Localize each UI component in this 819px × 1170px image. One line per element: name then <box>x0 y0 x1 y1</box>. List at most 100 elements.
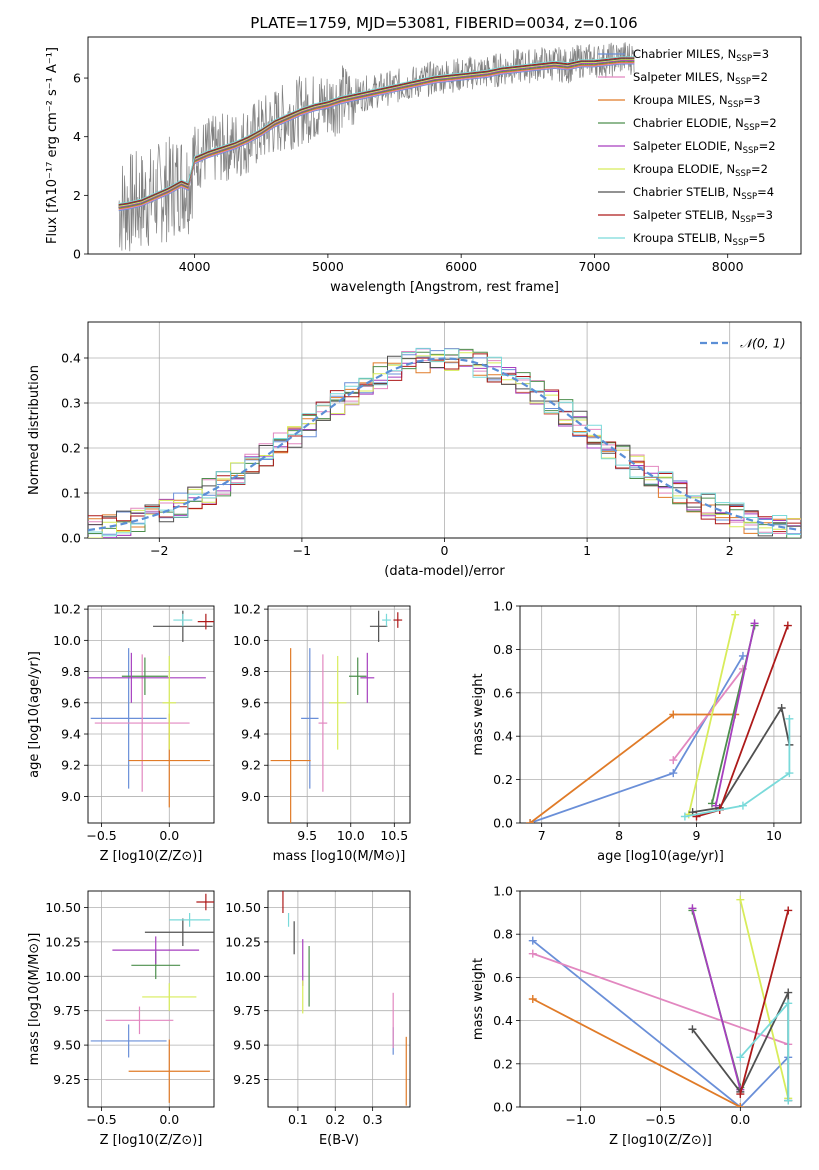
x-tick-label: 8000 <box>712 259 744 274</box>
y-tick-label: 1.0 <box>493 884 513 899</box>
x-tick-label: 1 <box>583 543 591 558</box>
y-tick-label: 9.75 <box>233 1003 261 1018</box>
weight-series-line <box>692 705 791 813</box>
y-tick-label: 9.8 <box>61 664 81 679</box>
model-spectrum-line <box>118 58 635 206</box>
y-tick-label: 9.4 <box>61 727 81 742</box>
legend-subscript: SSP <box>735 77 751 87</box>
y-tick-label: 10.00 <box>225 969 261 984</box>
y-tick-label: 1.0 <box>493 599 513 614</box>
y-tick-label: 9.25 <box>233 1072 261 1087</box>
y-tick-label: 0.2 <box>493 772 513 787</box>
weight-point-marker <box>688 904 697 913</box>
y-tick-label: 4 <box>73 129 81 144</box>
weight-point-marker <box>785 769 794 778</box>
panel-mass_vs_Z: −0.5 0.0 9.25 9.50 9.75 10.00 10.25 10.50 Z [log… <box>27 890 215 1148</box>
y-tick-label: 10.2 <box>53 602 81 617</box>
x-tick-label: −0.5 <box>86 1112 116 1127</box>
x-tick-label: 4000 <box>179 259 211 274</box>
x-tick-label: 0.2 <box>325 1112 345 1127</box>
axes-frame <box>87 36 802 255</box>
legend-entry: Chabrier ELODIE, NSSP=2 <box>633 116 777 133</box>
legend-entry: Kroupa MILES, NSSP=3 <box>633 93 760 110</box>
axes-frame <box>267 890 411 1108</box>
weight-point-marker <box>731 610 740 619</box>
legend-entry: Salpeter MILES, NSSP=2 <box>633 70 768 87</box>
panel-residuals: −2 −1 0 1 2 0.0 0.1 0.2 0.3 0.4 (data-model)/error… <box>27 321 802 579</box>
weight-series-line <box>714 623 756 806</box>
weight-point-marker <box>784 988 793 997</box>
weight-point-marker <box>688 1025 697 1034</box>
legend-subscript: SSP <box>741 192 757 202</box>
plot-area <box>526 610 794 823</box>
legend-series-name: Kroupa ELODIE, N <box>633 162 735 176</box>
weight-point-marker <box>680 812 689 821</box>
y-tick-label: 9.0 <box>241 789 261 804</box>
x-axis-label: (data-model)/error <box>384 564 505 579</box>
weight-point-marker <box>526 819 535 823</box>
axes-frame <box>87 321 802 539</box>
y-tick-label: 10.0 <box>233 633 261 648</box>
x-tick-label: 8 <box>615 828 623 843</box>
y-axis-label: mass [log10(M/M⊙)] <box>27 933 42 1066</box>
y-tick-label: 0.3 <box>61 396 81 411</box>
x-tick-label: 0.0 <box>159 1112 179 1127</box>
axes-frame <box>87 890 215 1108</box>
weight-point-marker <box>784 906 793 915</box>
x-tick-label: 5000 <box>312 259 344 274</box>
legend-nssp: =3 <box>756 208 773 222</box>
y-tick-label: 0.2 <box>493 1056 513 1071</box>
y-tick-label: 2 <box>73 188 81 203</box>
y-tick-label: 0.0 <box>61 531 81 546</box>
legend-series-name: Chabrier MILES, N <box>633 47 736 61</box>
x-tick-label: 0.3 <box>363 1112 383 1127</box>
axes-frame <box>267 605 411 824</box>
weight-point-marker <box>736 895 745 904</box>
weight-point-marker <box>528 995 537 1003</box>
legend-subscript: SSP <box>728 100 744 110</box>
y-tick-label: 10.0 <box>53 633 81 648</box>
panel-age_vs_Z: −0.5 0.0 9.0 9.2 9.4 9.6 9.8 10.0 10.2 Z [log10(Z… <box>27 602 215 864</box>
weight-point-marker <box>669 710 678 719</box>
x-tick-label: 0.1 <box>288 1112 308 1127</box>
weight-point-marker <box>777 703 786 712</box>
y-tick-label: 0.8 <box>493 927 513 942</box>
panel-age_vs_mass: 9.5 10.0 10.5 9.0 9.2 9.4 9.6 9.8 10.0 10.2 mass [… <box>233 602 411 864</box>
x-axis-label: mass [log10(M/M⊙)] <box>273 849 406 864</box>
y-tick-label: 9.0 <box>61 789 81 804</box>
weight-series-line <box>532 998 741 1107</box>
legend-series-name: Kroupa MILES, N <box>633 93 728 107</box>
x-tick-label: 2 <box>726 543 734 558</box>
y-tick-label: 10.2 <box>233 602 261 617</box>
figure-title: PLATE=1759, MJD=53081, FIBERID=0034, z=0… <box>250 14 637 32</box>
y-tick-label: 9.6 <box>241 695 261 710</box>
legend-series-name: Chabrier ELODIE, N <box>633 116 744 130</box>
x-axis-label: wavelength [Angstrom, rest frame] <box>330 280 559 295</box>
x-tick-label: −1.0 <box>565 1112 595 1127</box>
x-axis-label: age [log10(age/yr)] <box>597 849 724 864</box>
panel-weight_vs_age: 7 8 9 10 0.0 0.2 0.4 0.6 0.8 1.0 age [log10(age/yr… <box>471 599 802 864</box>
y-tick-label: 0.4 <box>493 729 513 744</box>
y-tick-label: 9.50 <box>53 1038 81 1053</box>
weight-series-line <box>684 718 791 818</box>
legend-entry: Kroupa ELODIE, NSSP=2 <box>633 162 768 179</box>
y-axis-label: Flux [fλ10⁻¹⁷ erg cm⁻² s⁻¹ A⁻¹] <box>45 47 60 244</box>
y-tick-label: 0.4 <box>493 1013 513 1028</box>
y-tick-label: 0.6 <box>493 685 513 700</box>
x-axis-label: E(B-V) <box>319 1133 359 1148</box>
weight-series-line <box>739 910 790 1095</box>
x-tick-label: −1 <box>293 543 311 558</box>
legend-series-name: Salpeter ELODIE, N <box>633 139 743 153</box>
weight-point-marker <box>669 769 678 778</box>
y-axis-label: Normed distribution <box>27 365 42 495</box>
model-spectrum-line <box>118 60 635 209</box>
y-tick-label: 0.0 <box>493 1100 513 1115</box>
panel-weight_vs_Z: −1.0 −0.5 0.0 0.0 0.2 0.4 0.6 0.8 1.0 Z [log10(Z/… <box>471 884 802 1148</box>
legend-nssp: =2 <box>759 139 776 153</box>
weight-point-marker <box>750 619 759 628</box>
x-tick-label: 10.0 <box>337 828 365 843</box>
legend-subscript: SSP <box>743 146 759 156</box>
legend-nssp: =2 <box>760 116 777 130</box>
y-tick-label: 0.1 <box>61 486 81 501</box>
